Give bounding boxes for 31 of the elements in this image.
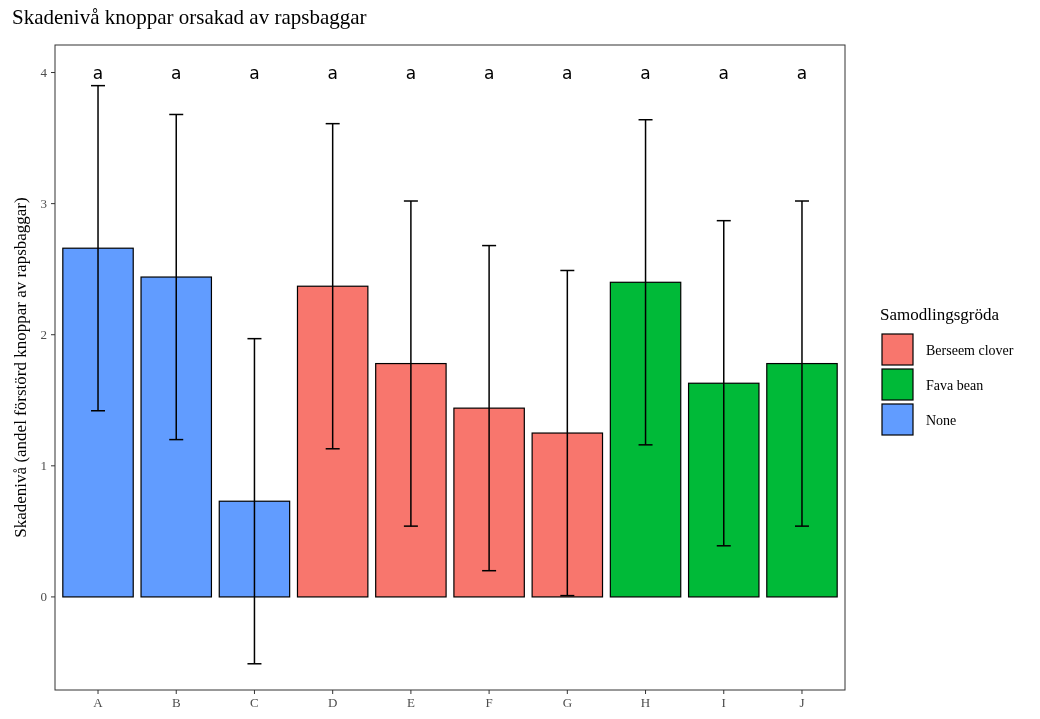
annotation: a xyxy=(92,62,104,83)
annotation: a xyxy=(562,62,573,83)
x-tick-label: E xyxy=(406,695,415,710)
legend-label: Berseem clover xyxy=(926,342,1014,358)
y-axis-title: Skadenivå (andel förstörd knoppar av rapsbaggar) xyxy=(11,197,30,538)
y-tick-label: 4 xyxy=(40,65,48,81)
x-tick-label: H xyxy=(640,695,651,710)
y-tick-label: 2 xyxy=(40,327,47,343)
legend-label: None xyxy=(926,412,957,428)
chart-title: Skadenivå knoppar orsakad av rapsbaggar xyxy=(12,5,367,29)
x-tick-label: A xyxy=(93,695,104,710)
annotation: a xyxy=(640,62,651,83)
annotation: a xyxy=(327,62,338,83)
legend-title: Samodlingsgröda xyxy=(880,305,1000,324)
annotation: a xyxy=(796,62,808,83)
x-tick-label: D xyxy=(327,695,338,710)
legend-label: Fava bean xyxy=(926,377,984,393)
y-tick-label: 0 xyxy=(40,589,47,605)
annotation: a xyxy=(405,62,417,83)
annotation: a xyxy=(483,62,495,83)
annotation: a xyxy=(171,62,182,83)
x-tick-label: J xyxy=(799,695,805,710)
x-tick-label: I xyxy=(721,695,726,710)
x-tick-label: C xyxy=(250,695,259,710)
annotation: a xyxy=(718,62,729,83)
y-tick-label: 1 xyxy=(40,458,47,474)
x-tick-label: G xyxy=(562,695,573,710)
x-tick-label: B xyxy=(171,695,181,710)
y-tick-label: 3 xyxy=(40,196,47,212)
x-tick-label: F xyxy=(485,695,493,710)
annotation: a xyxy=(249,62,260,83)
